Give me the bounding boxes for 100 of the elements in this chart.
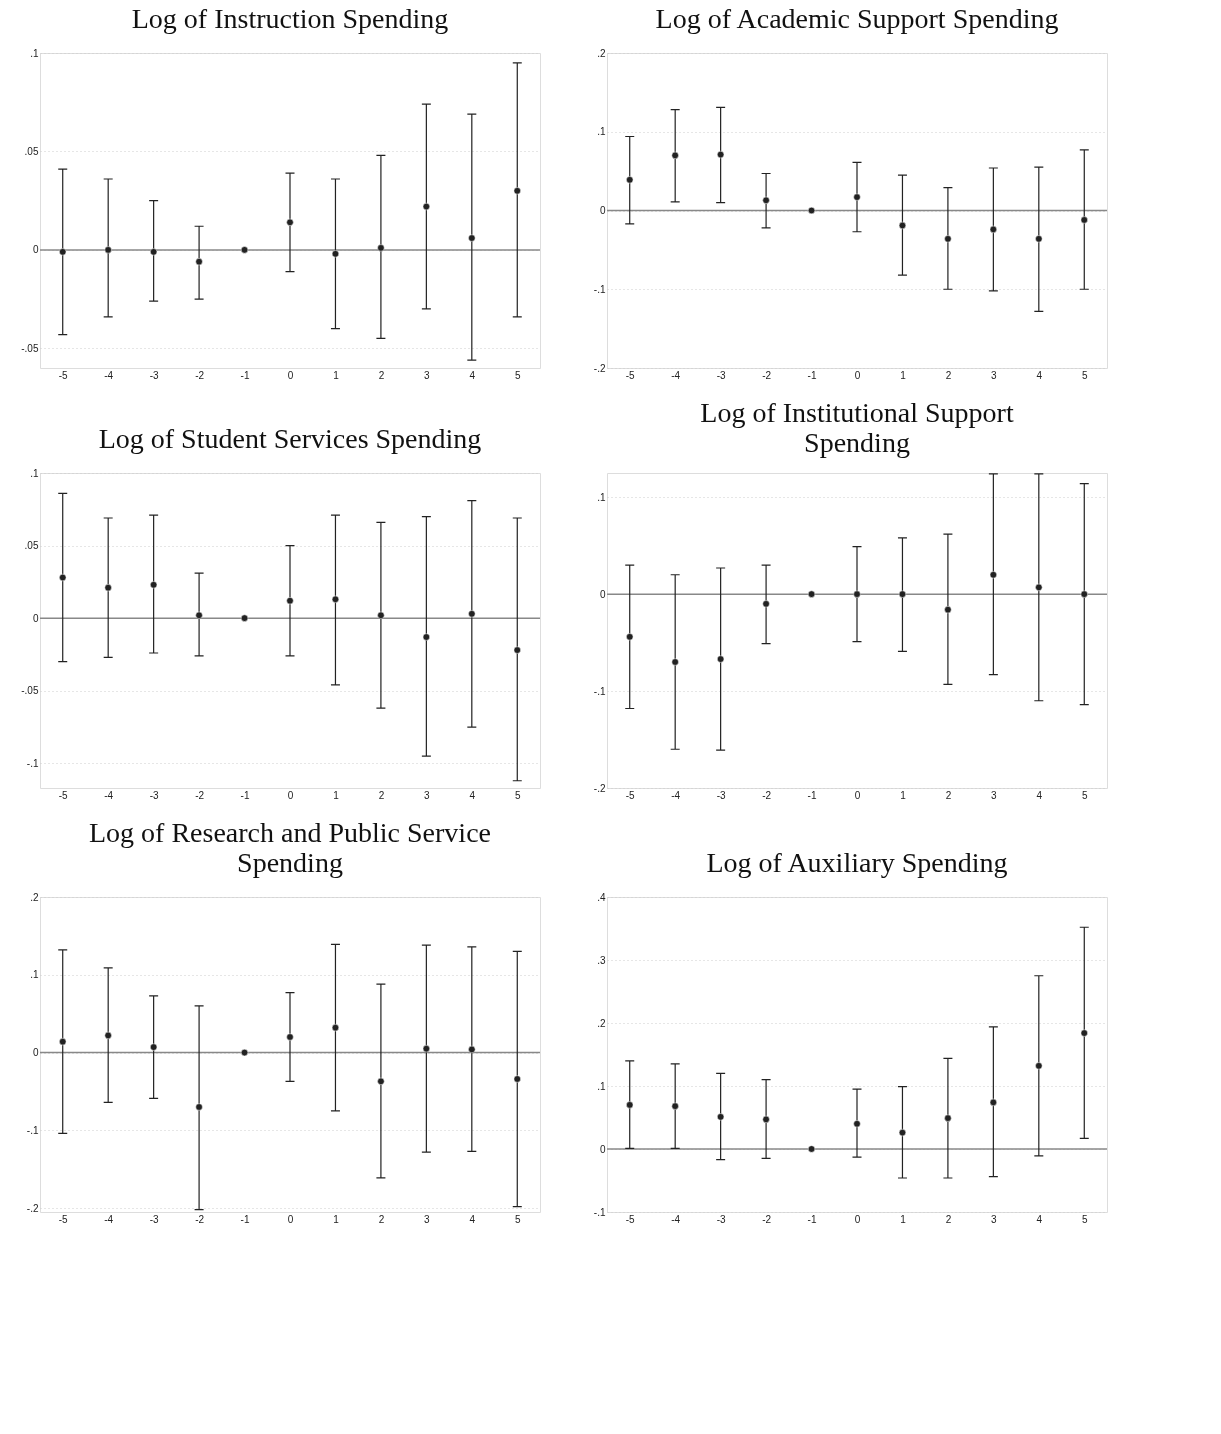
x-tick-label: 4 [469, 1213, 476, 1225]
x-tick-label: 4 [1036, 1213, 1043, 1225]
x-tick-label: 2 [945, 369, 952, 381]
y-tick-label: .1 [30, 467, 39, 479]
x-tick-label: -2 [195, 789, 205, 801]
y-tick-label: 0 [599, 1143, 606, 1155]
x-tick-label: 0 [287, 789, 294, 801]
x-tick-label: -2 [195, 369, 205, 381]
x-tick-label: -5 [625, 1213, 636, 1225]
y-tick-label: -.2 [26, 1202, 39, 1214]
point [1080, 590, 1088, 598]
x-tick-label: -4 [671, 789, 681, 801]
x-tick-label: -1 [807, 369, 817, 381]
x-tick-label: -1 [240, 1213, 250, 1225]
point [989, 571, 997, 579]
chart-title: Log of Research and Public Service Spending [89, 817, 491, 878]
point [853, 590, 861, 598]
chart-title: Log of Student Services Spending [98, 423, 482, 454]
y-tick-label: -.1 [26, 1124, 39, 1136]
y-tick-label: .3 [597, 954, 606, 966]
x-tick-label: -1 [240, 369, 250, 381]
point [853, 1120, 861, 1128]
x-tick-label: 1 [900, 369, 907, 381]
point [513, 1075, 521, 1083]
x-tick-label: 2 [378, 369, 385, 381]
x-tick-label: 0 [854, 789, 861, 801]
x-tick-label: -3 [716, 789, 727, 801]
y-tick-label: 0 [32, 612, 39, 624]
y-tick-label: .2 [597, 47, 606, 59]
x-tick-label: 3 [991, 369, 998, 381]
x-tick-label: 3 [991, 1213, 998, 1225]
x-tick-label: -4 [104, 1213, 114, 1225]
point [513, 187, 521, 195]
point [1035, 1062, 1043, 1070]
x-tick-label: 3 [424, 1213, 431, 1225]
point [331, 595, 340, 603]
point [150, 1043, 158, 1051]
y-tick-label: .1 [597, 1080, 606, 1092]
x-tick-label: 1 [900, 789, 907, 801]
x-tick-label: 2 [378, 1213, 385, 1225]
point [717, 655, 725, 663]
x-tick-label: -2 [762, 1213, 772, 1225]
x-tick-label: 0 [854, 1213, 861, 1225]
point [150, 581, 158, 589]
point [286, 218, 294, 226]
point [422, 633, 430, 641]
y-tick-label: .1 [597, 491, 606, 503]
chart-title: Log of Institutional Support Spending [700, 396, 1014, 458]
y-tick-label: .1 [30, 47, 39, 59]
point [104, 246, 112, 254]
chart-title: Log of Instruction Spending [131, 3, 449, 34]
y-tick-label: -.05 [21, 342, 39, 354]
x-tick-label: 0 [287, 1213, 294, 1225]
x-tick-label: 5 [514, 789, 521, 801]
point [377, 1077, 385, 1085]
x-tick-label: 1 [333, 789, 340, 801]
x-tick-label: -5 [625, 789, 636, 801]
point [989, 225, 997, 233]
x-tick-label: 0 [287, 369, 294, 381]
x-tick-label: 5 [514, 1213, 521, 1225]
point [944, 1114, 952, 1122]
x-tick-label: 5 [514, 369, 521, 381]
point [59, 573, 67, 582]
y-tick-label: -.05 [21, 685, 39, 697]
y-tick-label: .1 [597, 126, 606, 138]
point [626, 633, 634, 641]
point [468, 1045, 476, 1054]
y-tick-label: .05 [24, 145, 39, 157]
point [807, 1145, 816, 1153]
point [240, 1048, 249, 1057]
point [150, 248, 158, 256]
point [807, 590, 816, 598]
point [377, 244, 385, 252]
point [104, 1031, 112, 1040]
point [1035, 235, 1043, 243]
y-tick-label: 0 [32, 1047, 39, 1059]
x-tick-label: -2 [762, 369, 772, 381]
x-tick-label: 5 [1081, 1213, 1088, 1225]
point [898, 221, 907, 230]
x-tick-label: -2 [195, 1213, 205, 1225]
point [331, 250, 340, 258]
point [762, 600, 770, 608]
x-tick-label: 5 [1081, 789, 1088, 801]
point [944, 606, 952, 614]
x-tick-label: 0 [854, 369, 861, 381]
point [807, 206, 816, 215]
y-tick-label: -.1 [593, 685, 606, 697]
x-tick-label: -1 [807, 789, 817, 801]
x-tick-label: -5 [58, 789, 69, 801]
x-tick-label: -3 [716, 369, 727, 381]
point [762, 1115, 770, 1123]
x-tick-label: 4 [469, 369, 476, 381]
x-tick-label: 3 [424, 789, 431, 801]
y-tick-label: -.1 [593, 1206, 606, 1218]
point [853, 193, 861, 201]
y-tick-label: 0 [32, 244, 39, 256]
point [671, 658, 679, 666]
point [671, 151, 679, 159]
x-tick-label: 4 [1036, 369, 1043, 381]
point [195, 258, 203, 266]
